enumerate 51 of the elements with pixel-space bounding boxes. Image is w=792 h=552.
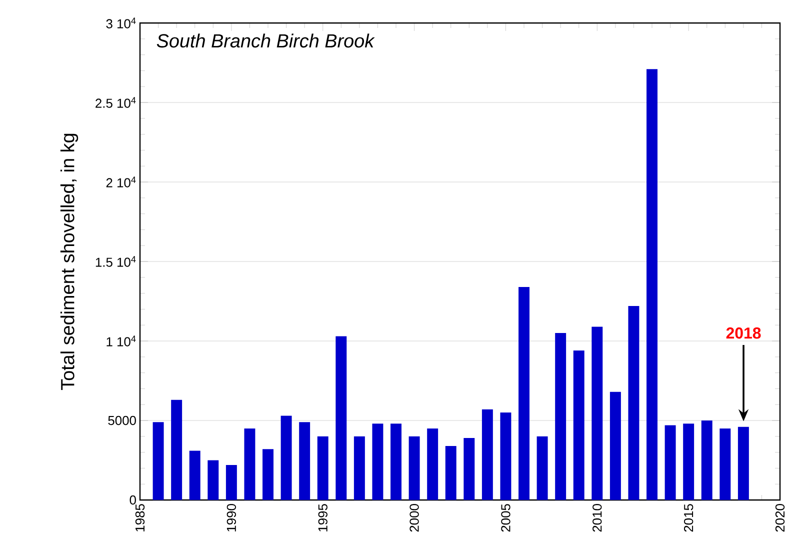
bar xyxy=(610,392,621,500)
y-tick-label: 3 10$^{4}$ xyxy=(106,18,136,28)
bar xyxy=(262,449,274,500)
bar xyxy=(646,69,658,500)
bar xyxy=(336,336,347,500)
chart-title: South Branch Birch Brook xyxy=(156,34,375,48)
bar xyxy=(445,446,456,500)
bar xyxy=(354,436,365,500)
y-tick-label: 1 10$^{4}$ xyxy=(106,336,136,346)
bar xyxy=(500,412,512,500)
bar xyxy=(280,416,292,500)
bar xyxy=(208,460,219,500)
bar xyxy=(573,350,584,500)
bar xyxy=(482,409,493,500)
y-tick-label: 1.5 10$^{4}$ xyxy=(96,256,136,267)
bar xyxy=(427,428,438,500)
x-tick-label: 1995 xyxy=(318,504,328,532)
bar xyxy=(372,424,384,500)
y-tick-label: 0 xyxy=(130,495,136,505)
bar xyxy=(189,450,200,500)
bar xyxy=(628,306,640,500)
y-tick-label: 5000 xyxy=(108,416,136,426)
y-tick-label: 2.5 10$^{4}$ xyxy=(96,97,136,108)
bar xyxy=(720,428,731,500)
bar xyxy=(555,333,566,500)
bar xyxy=(408,436,420,500)
x-tick-label: 1990 xyxy=(226,504,236,532)
bar xyxy=(226,465,237,500)
bar xyxy=(518,286,530,500)
bar xyxy=(738,426,749,500)
bar xyxy=(683,424,694,500)
x-tick-label: 2015 xyxy=(684,504,694,532)
bar xyxy=(536,436,548,500)
bar xyxy=(152,422,164,500)
x-tick-label: 2010 xyxy=(592,504,602,532)
x-tick-label: 2000 xyxy=(410,504,419,532)
bar xyxy=(390,424,402,500)
bar xyxy=(317,436,328,500)
bar xyxy=(244,428,256,500)
bar xyxy=(171,400,182,500)
x-tick-label: 2005 xyxy=(501,504,510,532)
y-tick-label: 2 10$^{4}$ xyxy=(106,176,136,188)
x-tick-label: 1985 xyxy=(135,504,145,532)
annotation: 2018 xyxy=(726,327,761,339)
x-tick-label: 2020 xyxy=(775,504,785,532)
bar xyxy=(664,425,676,500)
bar xyxy=(592,326,603,500)
bar xyxy=(299,422,310,500)
y-axis-title: Total sediment shovelled, in kg xyxy=(60,134,78,390)
bar xyxy=(701,420,712,500)
bar xyxy=(464,438,475,500)
